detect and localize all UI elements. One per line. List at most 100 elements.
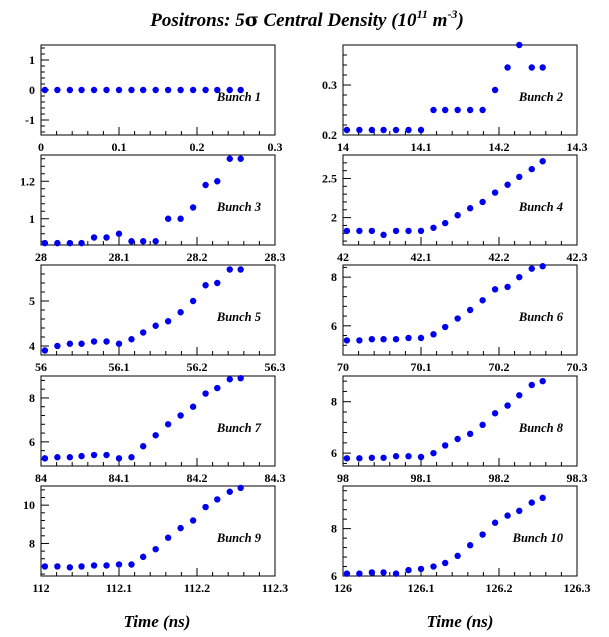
- data-point: [139, 553, 147, 561]
- data-point: [516, 273, 523, 281]
- x-tick-label: 126.1: [408, 581, 435, 595]
- plot-frame: [342, 44, 578, 136]
- data-point: [41, 563, 49, 570]
- y-tick-label: 1: [29, 212, 35, 226]
- data-point: [405, 453, 412, 460]
- y-tick-label: -1: [25, 113, 35, 127]
- data-point: [226, 86, 233, 94]
- data-point: [392, 453, 400, 460]
- data-point: [226, 266, 233, 273]
- title-exponent: 11: [417, 7, 428, 21]
- data-point: [103, 562, 110, 569]
- x-tick-label: 98.1: [411, 471, 432, 485]
- data-point: [539, 377, 546, 385]
- data-point: [441, 219, 449, 227]
- data-point: [237, 266, 244, 273]
- x-tick-label: 56.3: [265, 360, 286, 374]
- title-sigma: σ: [245, 9, 259, 31]
- data-point: [237, 155, 244, 162]
- data-point: [454, 552, 461, 560]
- y-tick-label: 4: [29, 339, 35, 353]
- panel-8: 98 98.1 98.2 98.3 6 8 Bunch 8: [331, 375, 588, 485]
- data-point: [139, 238, 147, 245]
- panel-7: 84 84.1 84.2 84.3 6 8 Bunch 7: [29, 374, 286, 485]
- data-point: [491, 86, 499, 94]
- data-point: [417, 565, 425, 573]
- data-point: [491, 189, 499, 196]
- data-point: [380, 335, 387, 343]
- panel-10: 126 126.1 126.2 126.3 6 8 Bunch 10: [331, 485, 591, 595]
- data-point: [128, 561, 135, 568]
- data-point: [139, 86, 147, 94]
- data-point: [380, 454, 387, 461]
- data-point: [454, 315, 461, 322]
- data-point: [237, 86, 244, 94]
- title-unit: m: [428, 10, 448, 31]
- bunch-label: Bunch 1: [216, 90, 261, 104]
- data-point: [417, 227, 425, 235]
- data-point: [466, 205, 474, 212]
- data-point: [479, 531, 486, 538]
- y-tick-label: 0.2: [322, 128, 337, 142]
- data-point: [214, 178, 221, 185]
- data-point: [405, 227, 412, 235]
- data-point: [115, 86, 123, 94]
- x-tick-label: 42.3: [567, 250, 588, 264]
- y-tick-label: 8: [331, 522, 337, 536]
- data-point: [466, 542, 474, 549]
- data-point: [356, 227, 363, 235]
- title-suffix: ): [455, 10, 463, 31]
- x-tick-label: 70.2: [489, 360, 510, 374]
- data-point: [103, 338, 110, 345]
- data-point: [78, 452, 85, 460]
- data-point: [189, 297, 197, 305]
- y-tick-label: 6: [29, 435, 35, 449]
- x-tick-label: 42.1: [411, 250, 432, 264]
- y-tick-label: 5: [29, 294, 35, 308]
- data-point: [226, 376, 233, 383]
- x-tick-label: 14: [337, 140, 349, 154]
- data-point: [368, 454, 376, 461]
- x-tick-label: 98: [337, 471, 349, 485]
- data-point: [139, 329, 147, 336]
- x-tick-label: 28.3: [265, 250, 286, 264]
- data-point: [479, 421, 486, 429]
- x-tick-label: 84: [35, 471, 47, 485]
- x-tick-label: 0.2: [190, 140, 205, 154]
- data-point: [78, 86, 85, 94]
- data-point: [430, 106, 437, 114]
- data-point: [237, 484, 244, 492]
- data-point: [417, 334, 425, 342]
- data-point: [164, 534, 172, 541]
- data-point: [226, 488, 233, 495]
- data-point: [202, 282, 209, 289]
- y-tick-label: 0.3: [322, 78, 337, 92]
- data-point: [516, 173, 523, 181]
- data-point: [417, 453, 425, 461]
- data-point: [380, 231, 387, 239]
- y-tick-label: 10: [23, 498, 35, 512]
- data-point: [54, 86, 61, 94]
- data-point: [152, 322, 159, 329]
- data-point: [380, 126, 387, 134]
- plot-frame: [342, 264, 578, 356]
- data-point: [152, 545, 159, 553]
- data-point: [528, 64, 535, 71]
- data-point: [41, 239, 49, 247]
- x-tick-label: 126: [334, 581, 352, 595]
- plot-frame: [342, 485, 578, 577]
- data-point: [66, 454, 74, 461]
- data-point: [202, 86, 209, 94]
- data-point: [189, 86, 197, 94]
- data-point: [66, 239, 74, 247]
- y-tick-label: 8: [29, 391, 35, 405]
- data-point: [177, 86, 184, 94]
- x-tick-label: 126.3: [564, 581, 591, 595]
- data-point: [152, 238, 159, 245]
- data-point: [226, 155, 233, 162]
- data-point: [392, 126, 400, 134]
- data-point: [479, 106, 486, 114]
- x-tick-label: 42: [337, 250, 349, 264]
- data-point: [491, 410, 499, 417]
- data-point: [202, 181, 209, 189]
